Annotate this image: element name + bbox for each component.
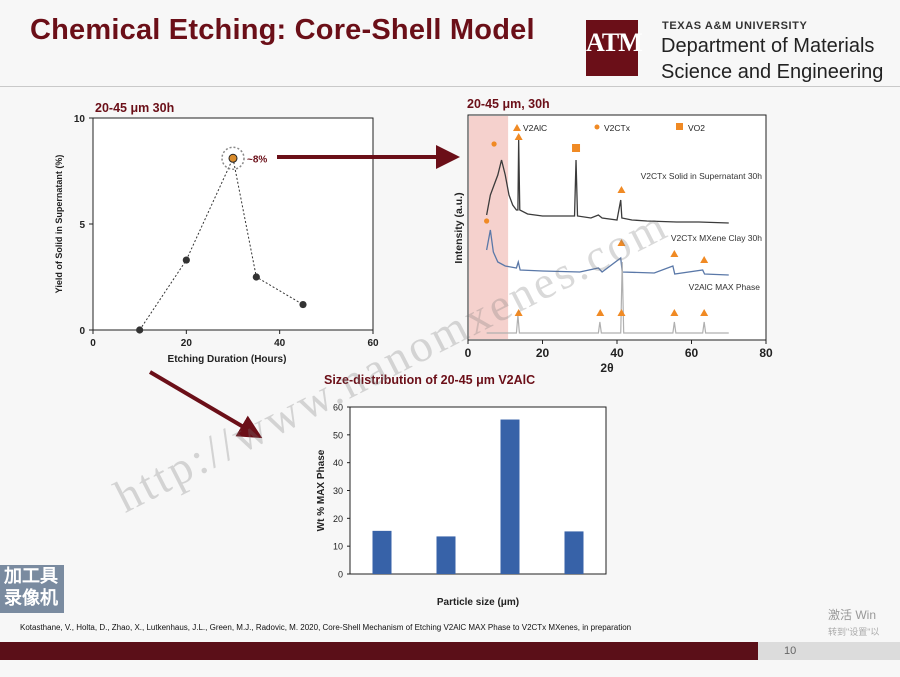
footer-bar [0,642,900,660]
chart2-peak-marker-v2alc [700,309,709,316]
chart1-point [299,300,307,309]
slide-title: Chemical Etching: Core-Shell Model [30,14,535,46]
recorder-badge-line-2: 录像机 [4,588,58,608]
recorder-badge-line-1: 加工具 [4,566,58,586]
chart2-xtick-label: 20 [536,346,550,360]
chart2-peak-marker-v2alc [514,309,523,316]
chart3-ytick-label: 30 [333,486,343,496]
chart1-xtick-label: 60 [367,338,379,349]
chart3-bar [500,419,520,574]
arrow-to-size-distribution [148,370,263,439]
chart2-legend-marker-v2alc [513,124,521,131]
chart3-ylabel: Wt % MAX Phase [316,449,327,531]
chart2-xtick-label: 40 [610,346,624,360]
chart2-peak-marker-v2alc [670,250,679,257]
chart2-xtick-label: 60 [685,346,699,360]
chart2-peak-marker-v2ctx [491,141,497,147]
chart2-peak-marker-v2ctx [484,218,490,224]
chart1-annotation: ~8% [247,154,267,165]
chart2-trace-clay [485,229,729,276]
chart1-ytick-label: 0 [79,326,85,337]
chart2-legend-marker-v2ctx [594,124,600,130]
chart1-xtick-label: 0 [90,338,96,349]
chart2-trace-supernatant [485,139,729,224]
recorder-badge: 加工具 录像机 [0,565,64,613]
chart3-xlabel: Particle size (μm) [437,597,519,608]
chart1-frame [92,117,374,331]
chart2-label-max: V2AlC MAX Phase [689,282,761,292]
chart2-ylabel: Intensity (a.u.) [453,192,465,263]
chart2-peak-marker-v2alc [596,309,605,316]
chart3-ytick-label: 10 [333,542,343,552]
chart2-legend-v2ctx: V2CTx [604,123,631,133]
chart2-trace-max [486,261,729,334]
chart2-peak-marker-v2alc [617,239,626,246]
chart2-highlight-region [469,116,509,339]
chart3-bar [436,536,456,574]
chart3-title: Size-distribution of 20-45 μm V2AlC [324,373,535,387]
chart2-peak-marker-vo2 [572,144,581,152]
chart2-legend-marker-vo2 [676,123,683,130]
chart1-point [252,273,260,281]
chart1-ylabel: Yield of Solid in Supernatant (%) [54,155,64,294]
chart2-peak-marker-v2alc [617,309,626,316]
logo-text: ATM [586,28,643,57]
page-number: 10 [784,645,797,657]
footer-page-box [758,642,900,660]
chart2-title: 20-45 μm, 30h [467,97,550,111]
chart2-label-clay: V2CTx MXene Clay 30h [671,233,762,243]
chart3-ytick-label: 60 [333,403,343,413]
chart1-ytick-label: 5 [79,220,85,231]
chart3-ytick-label: 40 [333,458,343,468]
chart2-xtick-label: 0 [465,346,472,360]
chart3-bar [564,531,584,574]
chart1-xtick-label: 40 [274,338,286,349]
chart3-ytick-label: 0 [338,570,343,580]
chart3-frame [349,406,607,575]
chart1-xlabel: Etching Duration (Hours) [168,354,287,365]
chart2-frame [467,114,767,341]
header-divider [0,86,900,87]
chart2-label-supernatant: V2CTx Solid in Supernatant 30h [641,171,763,181]
chart1-peak-highlight [221,146,245,171]
department-line-1: Department of Materials [661,35,875,57]
chart3-ytick-label: 50 [333,430,343,440]
chart2-peak-marker-v2alc [617,186,626,193]
chart3-bar [372,530,392,574]
chart1-xtick-label: 20 [181,338,193,349]
activate-windows-text: 激活 Win [828,608,877,622]
chart2-peak-marker-v2alc [700,256,709,263]
chart2-xtick-label: 80 [759,346,773,360]
tamu-logo: ATM [586,20,643,76]
chart2-peak-marker-v2alc [670,309,679,316]
chart2-legend-v2alc: V2AlC [523,123,547,133]
chart2-peak-marker-v2alc [514,133,523,140]
chart1-title: 20-45 μm 30h [95,101,174,115]
chart3-ytick-label: 20 [333,514,343,524]
chart1-point [136,326,144,334]
chart1-ytick-label: 10 [74,114,86,125]
chart1-point [182,256,190,264]
citation: Kotasthane, V., Holta, D., Zhao, X., Lut… [20,623,632,632]
chart1-point [228,153,238,163]
activate-windows-subtext: 转到"设置"以 [828,627,880,637]
university-name: TEXAS A&M UNIVERSITY [662,20,808,32]
chart2-legend-vo2: VO2 [688,123,705,133]
chart2-xlabel: 2θ [600,361,613,375]
department-line-2: Science and Engineering [661,61,884,83]
